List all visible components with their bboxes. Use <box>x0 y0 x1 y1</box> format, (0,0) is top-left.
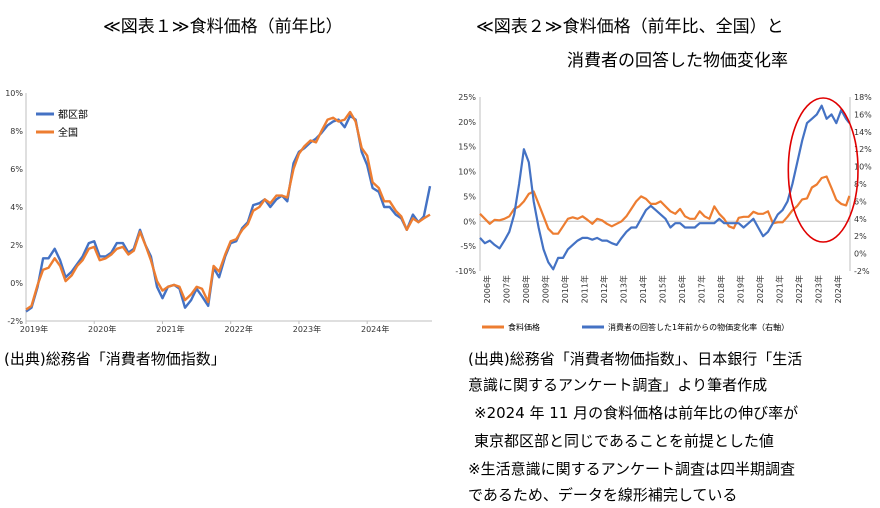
left-y-tick-label: 8% <box>10 127 23 136</box>
right-x-tick-label: 2009年 <box>540 275 550 303</box>
right-note-line-5: ※生活意識に関するアンケート調査は四半期調査 <box>468 460 795 478</box>
left-x-tick-label: 2021年 <box>156 324 184 334</box>
right-left-y-tick-label: -5% <box>460 242 476 251</box>
right-left-y-tick-label: 10% <box>458 168 476 177</box>
left-x-tick-label: 2023年 <box>293 324 321 334</box>
right-left-y-tick-label: -10% <box>455 267 476 276</box>
left-x-tick-label: 2020年 <box>88 324 116 334</box>
right-left-y-tick-label: 15% <box>458 143 476 152</box>
right-x-tick-label: 2013年 <box>618 275 628 303</box>
right-chart-title-line1: ≪図表２≫食料価格（前年比、全国）と <box>476 17 784 37</box>
right-highlight-ellipse <box>787 97 859 243</box>
right-x-tick-label: 2011年 <box>579 275 589 303</box>
right-note-line-6: であるため、データを線形補完している <box>468 486 738 504</box>
right-right-y-tick-label: 8% <box>854 180 867 189</box>
left-x-tick-label: 2019年 <box>20 324 48 334</box>
right-right-y-tick-label: 12% <box>854 145 872 154</box>
right-left-y-tick-label: 25% <box>458 93 476 102</box>
right-legend-label-2: 消費者の回答した1年前からの物価変化率（右軸） <box>608 322 789 332</box>
right-note-line-3: ※2024 年 11 月の食料価格は前年比の伸び率が <box>474 404 799 422</box>
right-series-line-1 <box>479 175 851 235</box>
left-legend-label-1: 都区部 <box>58 108 88 121</box>
right-x-tick-label: 2010年 <box>560 275 570 303</box>
right-dual-axis-line-chart: -10% -5% 0% 5% 10% 15% 20% 25% -2% 0% 2% 4% 6% 8% 10% 1… <box>455 93 872 332</box>
right-x-tick-label: 2012年 <box>599 275 609 303</box>
left-series-line-1 <box>25 114 432 313</box>
left-y-tick-label: 2% <box>10 241 23 250</box>
right-x-tick-label: 2015年 <box>657 275 667 303</box>
left-y-tick-label: 10% <box>5 89 23 98</box>
right-x-tick-label: 2021年 <box>775 275 785 303</box>
left-chart-title: ≪図表１≫食料価格（前年比） <box>103 17 343 37</box>
right-note-line-1: (出典)総務省「消費者物価指数」、日本銀行「生活 <box>468 350 803 368</box>
left-y-tick-label: -2% <box>7 317 23 326</box>
right-right-y-tick-label: 0% <box>854 250 867 259</box>
right-x-tick-label: 2018年 <box>716 275 726 303</box>
right-right-y-tick-label: 10% <box>854 163 872 172</box>
left-y-tick-label: 0% <box>10 279 23 288</box>
right-x-tick-label: 2006年 <box>482 275 492 303</box>
right-right-y-tick-label: -2% <box>854 267 870 276</box>
left-x-tick-label: 2022年 <box>225 324 253 334</box>
right-right-y-tick-label: 2% <box>854 232 867 241</box>
right-x-tick-label: 2020年 <box>755 275 765 303</box>
right-x-tick-label: 2022年 <box>794 275 804 303</box>
right-right-y-tick-label: 6% <box>854 197 867 206</box>
left-y-tick-label: 6% <box>10 165 23 174</box>
right-right-y-tick-label: 16% <box>854 110 872 119</box>
right-right-y-tick-label: 18% <box>854 93 872 102</box>
right-x-tick-label: 2016年 <box>677 275 687 303</box>
right-x-tick-label: 2017年 <box>697 275 707 303</box>
right-x-tick-label: 2007年 <box>501 275 511 303</box>
left-series-line-2 <box>25 110 431 311</box>
right-left-y-tick-label: 5% <box>463 192 476 201</box>
right-left-y-tick-label: 20% <box>458 118 476 127</box>
left-x-tick-label: 2024年 <box>361 324 389 334</box>
right-right-y-tick-label: 14% <box>854 128 872 137</box>
right-chart-title-line2: 消費者の回答した物価変化率 <box>567 51 788 71</box>
right-left-y-tick-label: 0% <box>463 217 476 226</box>
left-source-note: (出典)総務省「消費者物価指数」 <box>4 350 226 368</box>
right-x-tick-label: 2014年 <box>638 275 648 303</box>
right-x-tick-label: 2024年 <box>833 275 843 303</box>
left-legend-label-2: 全国 <box>58 126 78 139</box>
right-x-tick-label: 2019年 <box>736 275 746 303</box>
right-right-y-tick-label: 4% <box>854 215 867 224</box>
right-x-tick-label: 2023年 <box>814 275 824 303</box>
right-x-tick-label: 2008年 <box>521 275 531 303</box>
left-line-chart: -2% 0% 2% 4% 6% 8% 10% 2019年 2020年 2021年 2022年 2023… <box>5 89 432 334</box>
left-y-tick-label: 4% <box>10 203 23 212</box>
right-note-line-4: 東京都区部と同じであることを前提とした値 <box>474 432 774 450</box>
right-series-line-2 <box>479 104 851 271</box>
right-legend-label-1: 食料価格 <box>508 322 540 332</box>
right-note-line-2: 意識に関するアンケート調査」より筆者作成 <box>468 376 768 394</box>
